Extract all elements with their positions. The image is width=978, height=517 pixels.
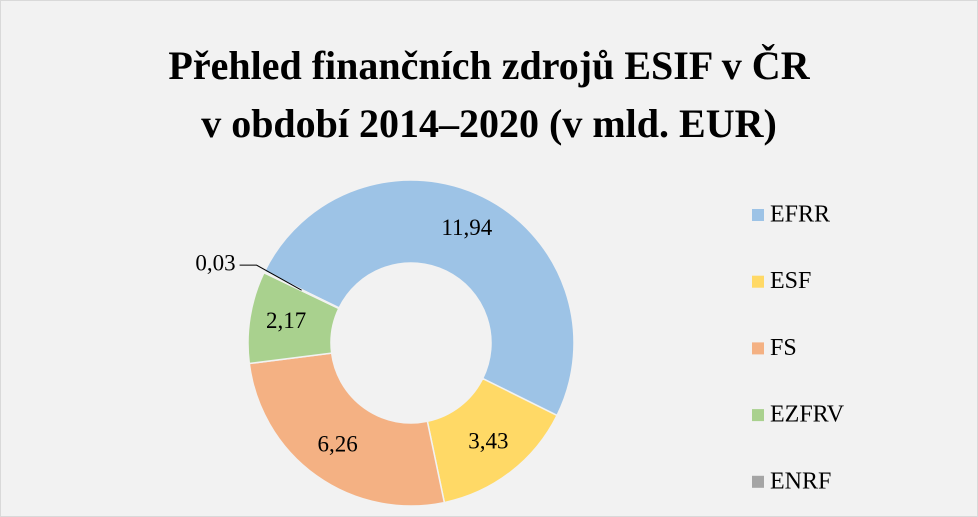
legend-label: ESF [770, 268, 811, 294]
legend-swatch [752, 475, 764, 488]
donut-slice [263, 179, 575, 417]
leader-line [239, 264, 302, 291]
legend-label: EFRR [770, 202, 830, 228]
legend-swatch [752, 409, 764, 422]
legend-label: ENRF [770, 468, 831, 494]
data-label: 0,03 [195, 250, 235, 275]
data-label: 6,26 [317, 431, 357, 456]
legend-swatch [752, 209, 764, 221]
data-label: 3,43 [468, 428, 508, 453]
legend-label: FS [770, 335, 797, 361]
data-label: 2,17 [266, 308, 306, 333]
data-label: 11,94 [441, 215, 492, 240]
legend-label: EZFRV [770, 402, 845, 428]
chart-title: v období 2014–2020 (v mld. EUR) [201, 101, 777, 146]
chart-title: Přehled finančních zdrojů ESIF v ČR [168, 43, 810, 88]
legend-swatch [752, 275, 764, 288]
donut-slice [248, 352, 446, 507]
legend-swatch [752, 342, 764, 355]
